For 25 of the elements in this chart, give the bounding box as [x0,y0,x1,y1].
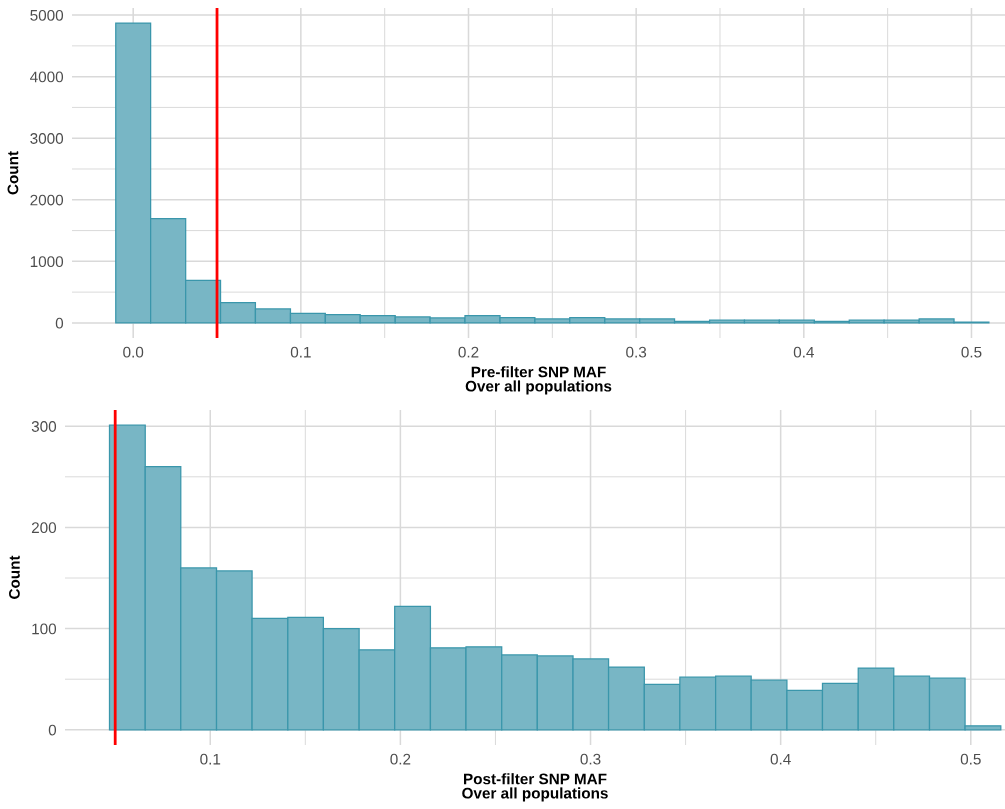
x-tick-label: 0.5 [960,753,981,765]
x-axis-title: Post-filter SNP MAF Over all populations [462,773,608,802]
y-tick-label: 0 [55,317,64,329]
y-tick-label: 200 [31,522,57,534]
y-tick-label: 2000 [30,194,64,206]
y-tick-label: 300 [31,421,57,432]
y-axis-title: Count [7,151,19,195]
x-tick-label: 0.0 [123,346,144,358]
y-tick-label: 0 [48,724,57,736]
x-tick-label: 0.5 [961,346,982,358]
x-tick-label: 0.4 [770,753,791,765]
x-tick-label: 0.3 [580,753,601,765]
y-tick-label: 3000 [30,133,64,144]
y-axis-title: Count [9,555,20,599]
x-tick-label: 0.1 [290,346,311,358]
y-tick-label: 100 [32,623,57,635]
x-tick-label: 0.3 [626,346,647,358]
x-tick-label: 0.4 [793,346,814,358]
y-tick-label: 4000 [30,71,64,83]
x-tick-label: 0.1 [200,753,221,765]
x-tick-label: 0.2 [390,753,411,765]
x-tick-label: 0.2 [458,346,479,358]
y-tick-label: 1000 [30,256,64,268]
y-tick-label: 5000 [30,9,64,21]
x-axis-title: Pre-filter SNP MAF Over all populations [465,366,612,395]
